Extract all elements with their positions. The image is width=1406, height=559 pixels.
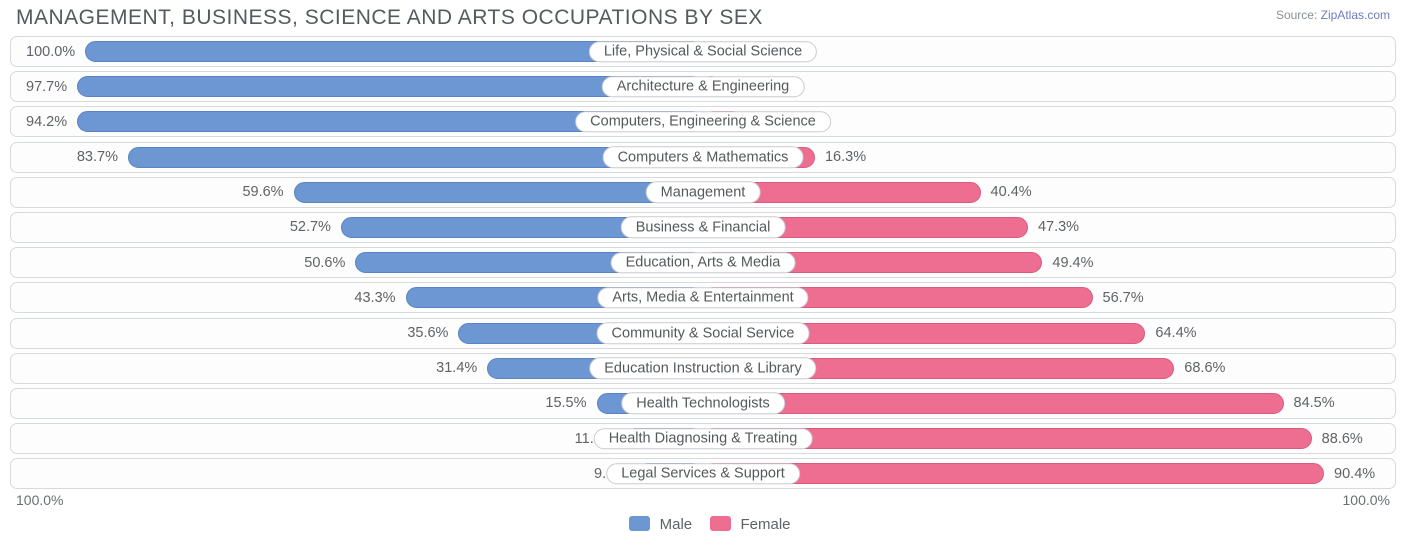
male-value: 97.7%	[16, 79, 77, 95]
chart-header: MANAGEMENT, BUSINESS, SCIENCE AND ARTS O…	[10, 6, 1396, 36]
female-value: 84.5%	[1284, 395, 1345, 411]
chart-row: 59.6% 40.4% Management	[10, 177, 1396, 208]
chart-row: 52.7% 47.3% Business & Financial	[10, 212, 1396, 243]
chart-row: 43.3% 56.7% Arts, Media & Entertainment	[10, 282, 1396, 313]
chart-row: 9.6%90.4%Legal Services & Support	[10, 458, 1396, 489]
chart-row: 15.5% 84.5% Health Technologists	[10, 388, 1396, 419]
male-value: 50.6%	[294, 255, 355, 271]
chart-row: 94.2%5.8%Computers, Engineering & Scienc…	[10, 106, 1396, 137]
category-label: Health Technologists	[621, 393, 785, 415]
male-value: 83.7%	[67, 149, 128, 165]
female-bar	[703, 393, 1284, 414]
chart-row: 50.6% 49.4% Education, Arts & Media	[10, 247, 1396, 278]
legend-female-label: Female	[741, 516, 791, 533]
female-value: 68.6%	[1174, 360, 1235, 376]
male-value: 43.3%	[344, 290, 405, 306]
chart-row: 100.0%0.0%Life, Physical & Social Scienc…	[10, 36, 1396, 67]
category-label: Arts, Media & Entertainment	[597, 287, 808, 309]
chart-row: 35.6% 64.4% Community & Social Service	[10, 318, 1396, 349]
source-prefix: Source:	[1276, 8, 1321, 22]
chart-row: 97.7%2.3%Architecture & Engineering	[10, 71, 1396, 102]
x-axis: 100.0% 100.0%	[10, 492, 1396, 514]
female-value: 40.4%	[981, 184, 1042, 200]
chart-row: 31.4% 68.6% Education Instruction & Librar…	[10, 353, 1396, 384]
female-value: 16.3%	[815, 149, 876, 165]
male-value: 31.4%	[426, 360, 487, 376]
male-value: 100.0%	[16, 44, 85, 60]
category-label: Management	[646, 182, 761, 204]
category-label: Life, Physical & Social Science	[589, 41, 817, 63]
female-value: 64.4%	[1145, 325, 1206, 341]
male-value: 94.2%	[16, 114, 77, 130]
category-label: Health Diagnosing & Treating	[594, 428, 813, 450]
chart-source: Source: ZipAtlas.com	[1276, 6, 1390, 22]
category-label: Computers & Mathematics	[603, 146, 804, 168]
legend-male-swatch	[629, 516, 650, 531]
chart-row: 11.4%88.6%Health Diagnosing & Treating	[10, 423, 1396, 454]
female-value: 56.7%	[1093, 290, 1154, 306]
occupations-by-sex-chart: MANAGEMENT, BUSINESS, SCIENCE AND ARTS O…	[0, 0, 1406, 559]
male-value: 52.7%	[280, 219, 341, 235]
female-value: 90.4%	[1324, 466, 1385, 482]
female-value: 88.6%	[1312, 431, 1373, 447]
male-value: 35.6%	[397, 325, 458, 341]
axis-left-label: 100.0%	[16, 492, 63, 508]
legend: Male Female	[10, 514, 1396, 533]
female-value: 49.4%	[1042, 255, 1103, 271]
category-label: Community & Social Service	[597, 322, 810, 344]
female-value: 47.3%	[1028, 219, 1089, 235]
chart-rows: 100.0%0.0%Life, Physical & Social Scienc…	[10, 36, 1396, 489]
category-label: Computers, Engineering & Science	[575, 111, 831, 133]
category-label: Education Instruction & Library	[589, 357, 816, 379]
category-label: Architecture & Engineering	[602, 76, 805, 98]
category-label: Education, Arts & Media	[611, 252, 796, 274]
legend-male-label: Male	[660, 516, 693, 533]
category-label: Legal Services & Support	[606, 463, 800, 485]
male-bar	[294, 182, 703, 203]
male-value: 15.5%	[535, 395, 596, 411]
chart-title: MANAGEMENT, BUSINESS, SCIENCE AND ARTS O…	[16, 6, 763, 30]
male-value: 59.6%	[232, 184, 293, 200]
chart-row: 83.7% 16.3% Computers & Mathematics	[10, 142, 1396, 173]
axis-right-label: 100.0%	[1343, 492, 1390, 508]
source-link[interactable]: ZipAtlas.com	[1321, 8, 1390, 22]
category-label: Business & Financial	[621, 217, 786, 239]
legend-female-swatch	[710, 516, 731, 531]
